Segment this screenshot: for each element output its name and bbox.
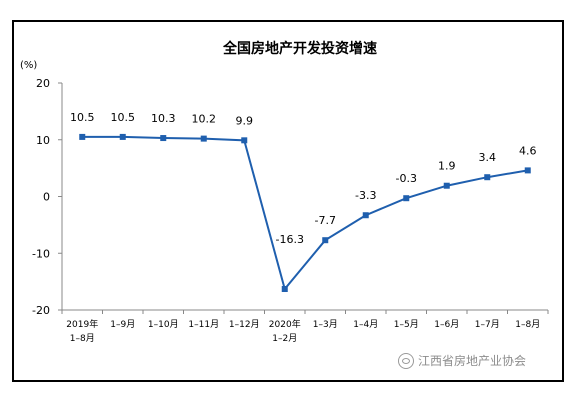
data-point bbox=[79, 133, 86, 140]
y-tick-labels: 20 10 0 -10 -20 bbox=[32, 77, 50, 317]
data-point bbox=[403, 195, 410, 202]
data-point bbox=[119, 133, 126, 140]
data-labels: 10.5 10.5 10.3 10.2 9.9 -16.3 -7.7 -3.3 -0.3 1.9 3… bbox=[70, 111, 537, 246]
data-point bbox=[322, 237, 329, 244]
wechat-icon bbox=[398, 352, 414, 369]
x-tick-label: 1–6月 bbox=[434, 319, 459, 330]
x-tick-label: 1–2月 bbox=[272, 333, 297, 344]
data-point bbox=[200, 135, 207, 142]
y-tick-label: 10 bbox=[36, 134, 50, 147]
data-point bbox=[281, 286, 288, 293]
x-tick-label: 1–8月 bbox=[70, 333, 95, 344]
axes bbox=[58, 82, 549, 314]
data-label: -0.3 bbox=[396, 172, 417, 185]
x-tick-labels: 2019年 1–8月 1–9月 1–10月 1–11月 1–12月 2020年 1–2月 1–3… bbox=[66, 318, 540, 344]
chart-title: 全国房地产开发投资增速 bbox=[222, 40, 377, 57]
data-label: 3.4 bbox=[479, 151, 497, 164]
x-tick-label: 2019年 bbox=[66, 318, 98, 330]
series-line bbox=[82, 135, 528, 292]
y-tick-label: -10 bbox=[32, 247, 50, 260]
x-tick-label: 1–5月 bbox=[394, 319, 419, 330]
data-label: 10.5 bbox=[111, 111, 136, 124]
data-label: -3.3 bbox=[355, 189, 376, 202]
y-tick-label: 0 bbox=[43, 191, 50, 204]
watermark-text: 江西省房地产业协会 bbox=[418, 354, 527, 368]
data-point bbox=[524, 167, 531, 174]
data-label: 10.3 bbox=[151, 112, 176, 125]
x-tick-label: 1–4月 bbox=[353, 319, 378, 330]
data-point bbox=[484, 174, 491, 181]
data-label: 4.6 bbox=[519, 144, 537, 157]
data-label: 9.9 bbox=[236, 114, 254, 127]
data-point bbox=[443, 182, 450, 189]
data-label: 1.9 bbox=[438, 160, 456, 173]
x-tick-label: 1–12月 bbox=[229, 319, 260, 330]
x-tick-label: 1–9月 bbox=[110, 319, 135, 330]
y-axis-unit-label: (%) bbox=[20, 60, 37, 71]
y-tick-label: 20 bbox=[36, 77, 50, 90]
data-label: -7.7 bbox=[315, 214, 336, 227]
y-tick-label: -20 bbox=[32, 304, 50, 317]
x-tick-label: 1–7月 bbox=[475, 319, 500, 330]
x-tick-label: 1–3月 bbox=[313, 319, 338, 330]
chart-frame bbox=[12, 20, 564, 382]
data-label: 10.5 bbox=[70, 111, 95, 124]
x-tick-label: 1–11月 bbox=[188, 319, 219, 330]
data-label: -16.3 bbox=[276, 233, 304, 246]
watermark: 江西省房地产业协会 bbox=[398, 352, 526, 369]
data-label: 10.2 bbox=[192, 113, 217, 126]
x-tick-label: 2020年 bbox=[269, 318, 301, 330]
data-point bbox=[160, 135, 167, 142]
data-point bbox=[241, 137, 248, 144]
x-tick-label: 1–8月 bbox=[515, 319, 540, 330]
x-tick-label: 1–10月 bbox=[148, 319, 179, 330]
series bbox=[79, 133, 531, 293]
data-point bbox=[362, 212, 369, 219]
